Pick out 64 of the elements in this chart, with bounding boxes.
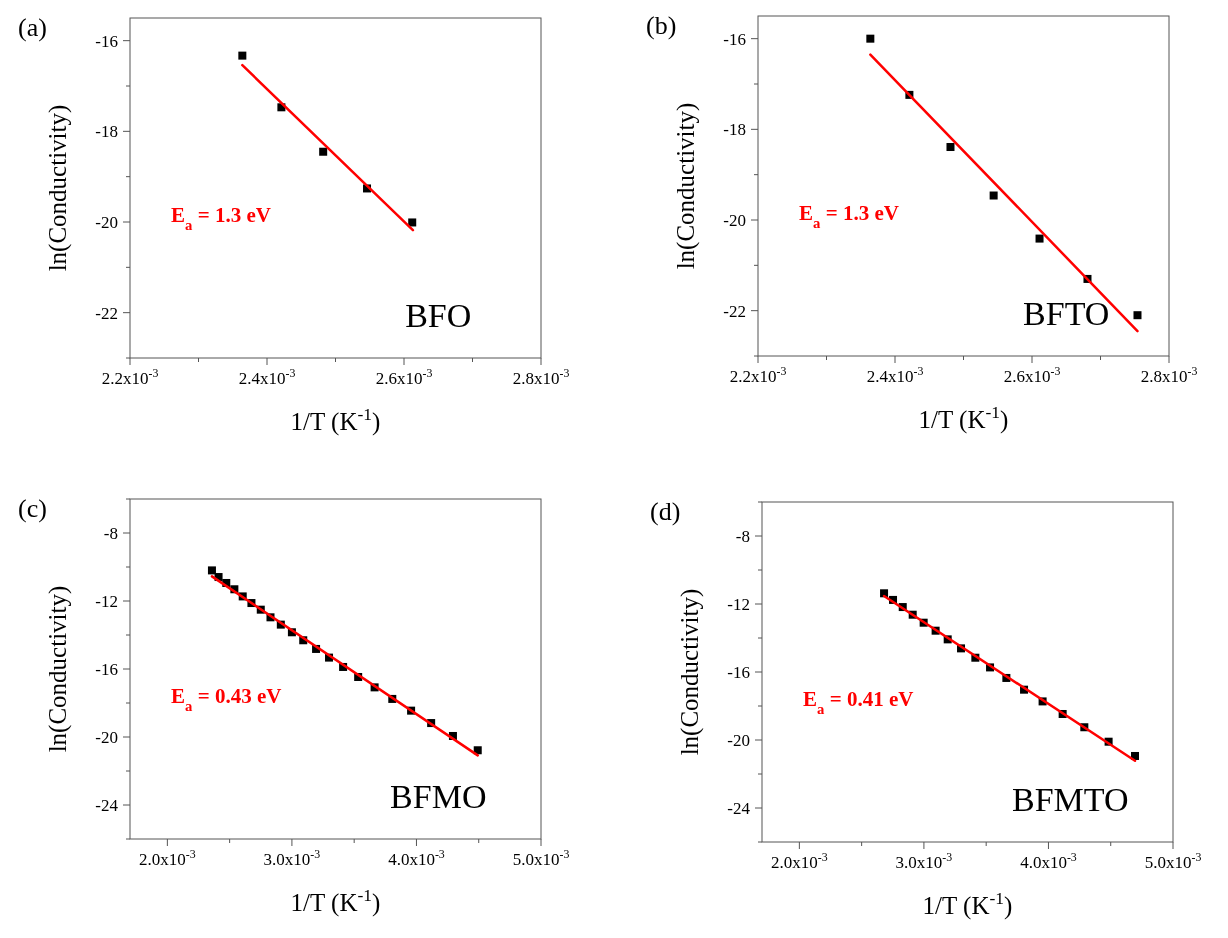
y-tick-label: -8	[103, 523, 118, 543]
chart-title: (a)	[18, 13, 47, 42]
x-tick-label: 2.0x10$^{-3}$	[139, 847, 196, 869]
x-tick-label: 4.0x10$^{-3}$	[1020, 850, 1077, 872]
x-tick-label: 2.0x10$^{-3}$	[771, 850, 828, 872]
annotation: BFO	[405, 297, 472, 335]
y-tick-label: -16	[727, 662, 750, 682]
y-tick-label: -20	[95, 727, 118, 747]
y-axis-title: ln(Conductivity)	[672, 102, 700, 270]
x-tick-label: 3.0x10$^{-3}$	[895, 850, 953, 872]
annotation: E$_{a}$ = 0.41 eV	[803, 687, 914, 717]
point	[946, 143, 955, 152]
y-axis-title: ln(Conductivity)	[676, 588, 704, 756]
y-tick-label: -16	[723, 29, 746, 49]
annotation: E$_{a}$ = 0.43 eV	[171, 684, 282, 714]
x-tick-label: 3.0x10$^{-3}$	[263, 847, 321, 869]
y-tick-label: -22	[95, 303, 118, 323]
point	[207, 566, 216, 575]
x-tick-label: 2.2x10$^{-3}$	[729, 364, 787, 386]
y-tick-label: -8	[735, 526, 750, 546]
chart-title: (b)	[646, 11, 677, 40]
annotation: BFMTO	[1011, 781, 1129, 819]
point	[238, 51, 247, 60]
x-tick-label: 2.4x10$^{-3}$	[866, 364, 924, 386]
annotation: E$_{a}$ = 1.3 eV	[799, 201, 899, 231]
y-tick-label: -20	[727, 730, 750, 750]
x-axis-title: 1/T (K$^{-1}$)	[922, 888, 1013, 920]
y-tick-label: -22	[723, 301, 746, 321]
chart-title: (d)	[650, 497, 681, 526]
y-tick-label: -18	[723, 120, 746, 140]
x-tick-label: 2.4x10$^{-3}$	[238, 366, 296, 388]
point	[408, 218, 417, 227]
x-tick-label: 2.6x10$^{-3}$	[1003, 364, 1061, 386]
y-tick-label: -24	[727, 798, 751, 818]
x-tick-label: 2.8x10$^{-3}$	[1140, 364, 1198, 386]
y-tick-label: -20	[95, 212, 118, 232]
y-tick-label: -12	[95, 591, 118, 611]
x-tick-label: 2.2x10$^{-3}$	[101, 366, 159, 388]
x-tick-label: 5.0x10$^{-3}$	[1144, 850, 1202, 872]
x-tick-label: 4.0x10$^{-3}$	[388, 847, 445, 869]
point	[1035, 234, 1044, 243]
chart-title: (c)	[18, 494, 47, 523]
y-axis-title: ln(Conductivity)	[44, 585, 72, 753]
y-tick-label: -16	[95, 31, 118, 51]
y-tick-label: -20	[723, 210, 746, 230]
y-tick-label: -12	[727, 594, 750, 614]
x-axis-title: 1/T (K$^{-1}$)	[918, 402, 1009, 434]
x-tick-label: 2.8x10$^{-3}$	[512, 366, 570, 388]
point	[319, 147, 328, 156]
point	[989, 191, 998, 200]
point	[1133, 311, 1142, 320]
point	[473, 746, 482, 755]
annotation: BFMO	[390, 778, 487, 816]
x-axis-title: 1/T (K$^{-1}$)	[290, 885, 381, 917]
x-tick-label: 5.0x10$^{-3}$	[512, 847, 570, 869]
y-tick-label: -16	[95, 659, 118, 679]
x-tick-label: 2.6x10$^{-3}$	[375, 366, 433, 388]
point	[866, 34, 875, 43]
y-axis-title: ln(Conductivity)	[44, 104, 72, 272]
y-tick-label: -24	[95, 795, 119, 815]
x-axis-title: 1/T (K$^{-1}$)	[290, 404, 381, 436]
y-tick-label: -18	[95, 122, 118, 142]
annotation: E$_{a}$ = 1.3 eV	[171, 203, 271, 233]
annotation: BFTO	[1023, 295, 1110, 333]
